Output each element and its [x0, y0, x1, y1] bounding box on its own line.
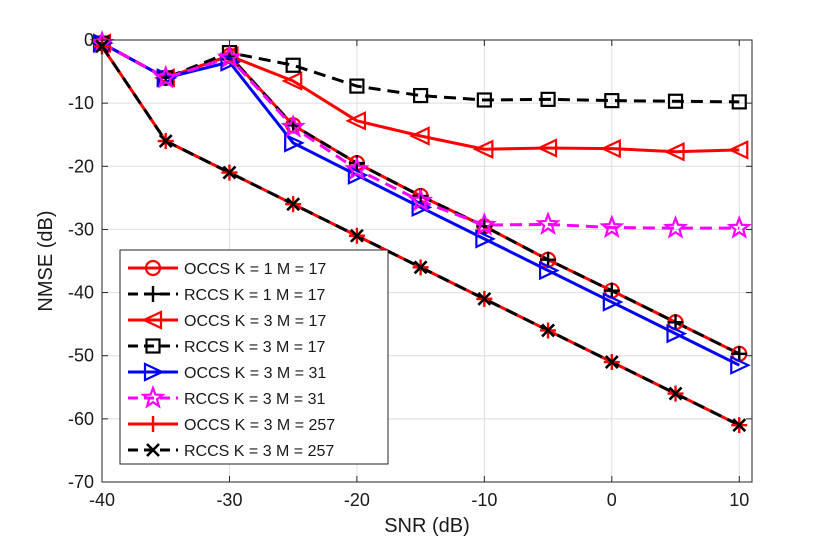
series-5-point — [730, 355, 751, 375]
legend-label-3: OCCS K = 3 M = 17 — [184, 313, 326, 330]
legend-label-6: RCCS K = 3 M = 31 — [184, 391, 325, 408]
series-6-point — [216, 44, 242, 69]
series-6-point — [471, 211, 497, 236]
series-8-point — [286, 197, 301, 212]
y-tick-label: 0 — [84, 30, 94, 50]
series-3-point — [345, 111, 367, 131]
series-4-point — [476, 92, 492, 108]
legend-label-2: RCCS K = 1 M = 17 — [184, 287, 325, 304]
series-8-point — [349, 228, 364, 243]
series-2-point — [667, 314, 684, 331]
series-8-point — [413, 260, 428, 275]
series-8-point — [732, 418, 747, 433]
series-6-point — [408, 187, 434, 212]
legend: OCCS K = 1 M = 17 RCCS K = 1 M = 17 OCCS K… — [119, 249, 389, 465]
series-line-5 — [102, 41, 740, 367]
x-tick-label: -40 — [89, 490, 115, 510]
series-5-point — [411, 197, 433, 218]
series-6-point — [280, 114, 306, 138]
x-tick-label: -10 — [471, 490, 497, 510]
series-4-point — [285, 57, 301, 73]
series-5-point — [220, 52, 242, 72]
y-axis-title: NMSE (dB) — [35, 210, 57, 311]
series-6-point — [726, 215, 752, 239]
series-2-point — [603, 282, 620, 299]
legend-marker-3 — [141, 310, 163, 330]
series-3-point — [472, 139, 494, 159]
legend-marker-7 — [145, 416, 161, 432]
axis-ticks: -40 -30 -20 -10 0 10 0 -10 -20 -30 -40 -50 -60 -70 — [68, 30, 752, 510]
series-3-point — [281, 71, 303, 91]
series-8-point — [668, 386, 683, 401]
series-3-point — [409, 126, 430, 146]
y-tick-label: -50 — [68, 346, 94, 366]
y-tick-label: -60 — [68, 409, 94, 429]
legend-marker-1 — [144, 259, 162, 277]
legend-label-7: OCCS K = 3 M = 257 — [184, 417, 335, 434]
series-3-point — [727, 140, 749, 160]
legend-label-1: OCCS K = 1 M = 17 — [184, 261, 326, 278]
series-2-point — [731, 345, 748, 362]
series-markers — [89, 30, 752, 434]
series-6-point — [153, 64, 179, 89]
series-6-point — [344, 156, 370, 181]
series-5-point — [284, 133, 305, 153]
legend-marker-5 — [143, 362, 165, 382]
y-tick-label: -70 — [68, 472, 94, 492]
plot-frame — [101, 39, 753, 483]
series-8-point — [158, 134, 173, 148]
series-line-4 — [102, 41, 740, 104]
legend-box — [119, 249, 389, 465]
series-6-point — [535, 211, 561, 236]
series-6-point — [599, 214, 625, 239]
legend-label-5: OCCS K = 3 M = 31 — [184, 365, 326, 382]
series-3-point — [536, 138, 558, 158]
series-5-point — [475, 229, 496, 249]
series-5-point — [347, 165, 369, 185]
legend-marker-8 — [146, 443, 160, 457]
y-tick-label: -40 — [68, 283, 94, 303]
series-4-point — [413, 87, 429, 104]
series-3-point — [600, 138, 621, 159]
legend-marker-2 — [145, 286, 161, 302]
x-axis-title: SNR (dB) — [384, 515, 470, 537]
series-4-point — [604, 93, 620, 109]
series-8-point — [477, 291, 492, 306]
x-tick-label: 10 — [729, 490, 749, 510]
series-4-point — [540, 91, 556, 107]
x-tick-label: -30 — [216, 490, 242, 510]
legend-label-8: RCCS K = 3 M = 257 — [184, 443, 334, 460]
legend-marker-4 — [145, 338, 161, 354]
y-tick-label: -20 — [68, 156, 94, 176]
series-6-point — [663, 215, 689, 239]
legend-label-4: RCCS K = 3 M = 17 — [184, 339, 325, 356]
series-5-point — [602, 292, 624, 312]
series-4-point — [731, 94, 747, 110]
y-tick-label: -30 — [68, 219, 94, 239]
legend-marker-6 — [140, 384, 166, 409]
series-8-point — [541, 323, 555, 338]
series-8-point — [222, 165, 237, 180]
series-5-point — [666, 323, 688, 344]
y-tick-label: -10 — [68, 93, 94, 113]
series-line-8 — [102, 45, 740, 427]
series-4-point — [349, 78, 365, 94]
x-tick-label: 0 — [607, 490, 617, 510]
series-5-point — [538, 260, 560, 281]
series-4-point — [667, 93, 684, 109]
x-tick-label: -20 — [344, 490, 370, 510]
series-8-point — [604, 355, 619, 369]
series-3-point — [663, 142, 685, 162]
